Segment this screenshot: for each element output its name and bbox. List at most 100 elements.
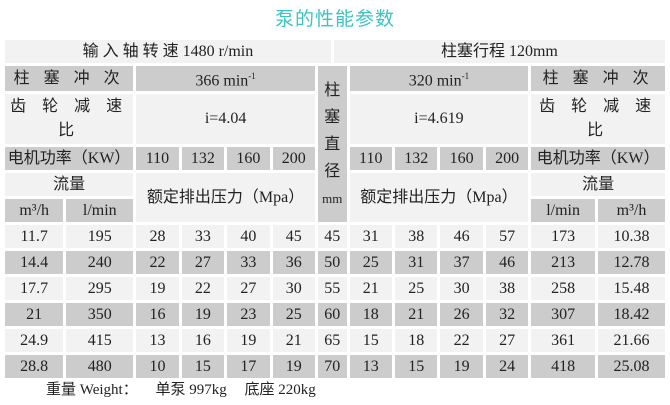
left-pressure: 19: [227, 329, 270, 353]
left-ratio: i=4.04: [136, 94, 315, 145]
flow-lmin-right: 307: [531, 303, 595, 327]
table-row: 24.9 415 13 16 19 21 65 15 18 22 27 361 21.66: [5, 329, 665, 353]
right-pressure: 13: [349, 355, 392, 379]
right-pressure: 46: [440, 225, 483, 249]
left-pressure: 27: [181, 251, 225, 275]
right-pressure: 46: [485, 251, 529, 275]
right-pressure: 26: [440, 303, 483, 327]
plunger-diameter-header: 柱塞直径 mm: [317, 66, 347, 223]
right-pressure: 22: [440, 329, 483, 353]
stroke-header: 柱塞行程 120mm: [333, 40, 665, 63]
left-pressure: 33: [181, 225, 225, 249]
left-pressure: 15: [181, 355, 225, 379]
right-pressure: 18: [394, 329, 438, 353]
right-power: 132: [394, 147, 438, 171]
stroke-freq-label-right: 柱 塞 冲 次: [531, 66, 665, 92]
right-pressure: 24: [485, 355, 529, 379]
flow-m3h: 17.7: [5, 277, 64, 301]
flow-m3h: 21: [5, 303, 64, 327]
right-pressure: 38: [485, 277, 529, 301]
left-pressure: 21: [272, 329, 315, 353]
unit-m3h-left: m³/h: [5, 199, 64, 223]
left-pressure: 33: [227, 251, 270, 275]
table-row: 11.7 195 28 33 40 45 45 31 38 46 57 173 10.38: [5, 225, 665, 249]
right-power: 200: [485, 147, 529, 171]
left-pressure: 13: [136, 329, 179, 353]
flow-label-right: 流量: [531, 173, 665, 197]
left-pressure: 40: [227, 225, 270, 249]
right-pressure: 25: [349, 251, 392, 275]
flow-m3h: 28.8: [5, 355, 64, 379]
gear-ratio-label-left: 齿 轮 减 速 比: [5, 94, 134, 145]
flow-m3h-right: 10.38: [597, 225, 665, 249]
right-pressure: 19: [440, 355, 483, 379]
right-freq-exp: -1: [461, 71, 470, 81]
right-pressure: 31: [349, 225, 392, 249]
flow-m3h: 24.9: [5, 329, 64, 353]
stroke-freq-label-left: 柱 塞 冲 次: [5, 66, 134, 92]
left-power: 160: [227, 147, 270, 171]
flow-m3h-right: 25.08: [597, 355, 665, 379]
plunger-diameter: 50: [317, 251, 347, 275]
left-pressure: 28: [136, 225, 179, 249]
weight-line: 重量 Weight： 单泵 997kg 底座 220kg: [46, 378, 330, 399]
page-title: 泵的性能参数: [274, 8, 395, 30]
flow-lmin-right: 418: [531, 355, 595, 379]
left-power: 200: [272, 147, 315, 171]
plunger-dia-label: 柱塞直径: [324, 81, 341, 180]
pressure-label-left: 额定排出压力（Mpa）: [136, 173, 315, 223]
flow-lmin-right: 173: [531, 225, 595, 249]
power-label-right: 电机功率（KW）: [531, 147, 665, 171]
plunger-diameter: 45: [317, 225, 347, 249]
right-pressure: 57: [485, 225, 529, 249]
table-row: 21 350 16 19 23 25 60 18 21 26 32 307 18.42: [5, 303, 665, 327]
left-pressure: 19: [136, 277, 179, 301]
left-freq-exp: -1: [248, 71, 256, 81]
right-pressure: 15: [349, 329, 392, 353]
flow-m3h: 11.7: [5, 225, 64, 249]
plunger-unit: mm: [322, 190, 343, 206]
left-pressure: 16: [136, 303, 179, 327]
flow-m3h-right: 15.48: [597, 277, 665, 301]
flow-lmin: 350: [66, 303, 134, 327]
left-pressure: 36: [272, 251, 315, 275]
table-row: 28.8 480 10 15 17 19 70 13 15 19 24 418 25.08: [5, 355, 665, 379]
flow-lmin-right: 258: [531, 277, 595, 301]
unit-lmin-left: l/min: [66, 199, 134, 223]
right-pressure: 31: [394, 251, 438, 275]
plunger-diameter: 60: [317, 303, 347, 327]
right-freq: 320 min-1: [349, 66, 529, 92]
flow-lmin: 415: [66, 329, 134, 353]
left-power: 110: [136, 147, 179, 171]
left-pressure: 22: [136, 251, 179, 275]
input-speed-header: 输 入 轴 转 速 1480 r/min: [5, 40, 331, 63]
left-pressure: 16: [181, 329, 225, 353]
plunger-diameter: 55: [317, 277, 347, 301]
right-freq-value: 320 min: [408, 72, 462, 90]
pressure-label-right: 额定排出压力（Mpa）: [349, 173, 529, 223]
right-pressure: 27: [485, 329, 529, 353]
pump-weight: 单泵 997kg: [155, 382, 227, 398]
base-weight: 底座 220kg: [244, 382, 316, 398]
table-row: 17.7 295 19 22 27 30 55 21 25 30 38 258 15.48: [5, 277, 665, 301]
right-power: 160: [440, 147, 483, 171]
table-row: 14.4 240 22 27 33 36 50 25 31 37 46 213 12.78: [5, 251, 665, 275]
left-pressure: 23: [227, 303, 270, 327]
flow-label-left: 流量: [5, 173, 134, 197]
left-pressure: 25: [272, 303, 315, 327]
flow-lmin: 240: [66, 251, 134, 275]
left-pressure: 45: [272, 225, 315, 249]
right-pressure: 15: [394, 355, 438, 379]
left-freq-value: 366 min: [195, 72, 249, 90]
right-ratio: i=4.619: [349, 94, 529, 145]
right-pressure: 21: [394, 303, 438, 327]
power-label-left: 电机功率（KW）: [5, 147, 134, 171]
right-pressure: 21: [349, 277, 392, 301]
flow-lmin: 195: [66, 225, 134, 249]
right-pressure: 18: [349, 303, 392, 327]
weight-label: 重量 Weight：: [46, 382, 138, 398]
flow-lmin-right: 213: [531, 251, 595, 275]
left-pressure: 17: [227, 355, 270, 379]
left-pressure: 19: [272, 355, 315, 379]
pump-performance-table: 输 入 轴 转 速 1480 r/min 柱塞行程 120mm 柱 塞 冲 次 …: [2, 37, 668, 381]
